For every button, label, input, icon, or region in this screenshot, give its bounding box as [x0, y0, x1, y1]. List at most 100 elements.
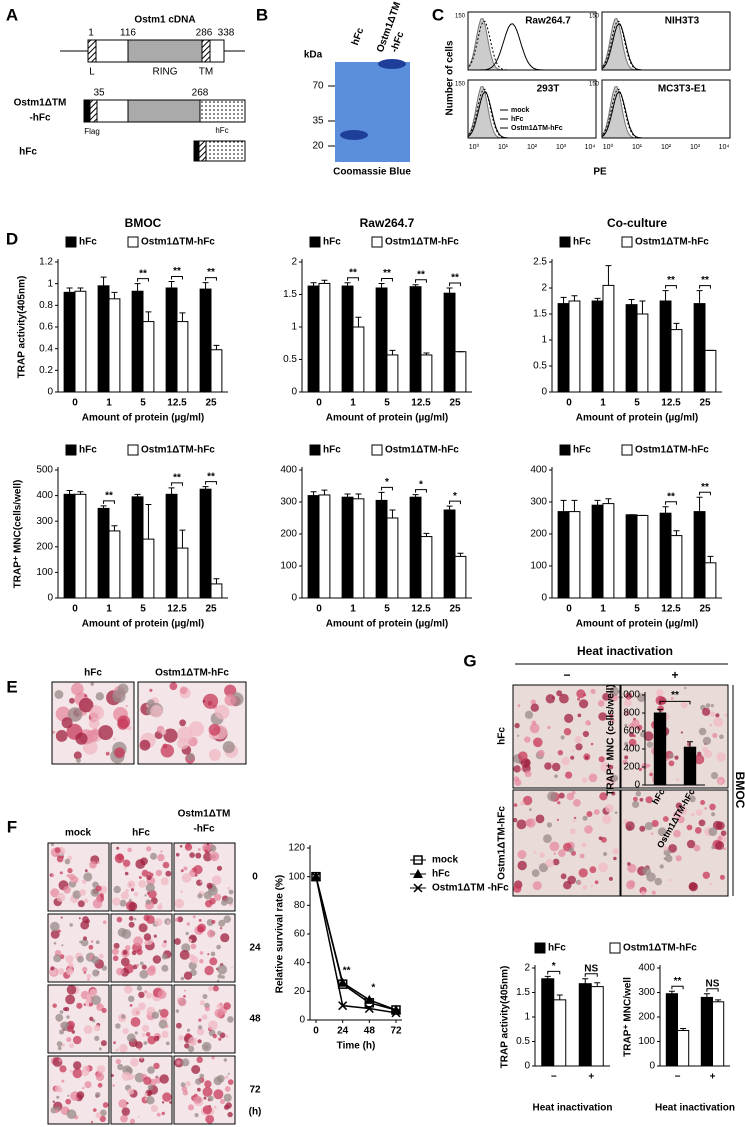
significance: ** [671, 690, 679, 701]
cell [150, 1104, 158, 1112]
cell [559, 693, 569, 704]
cell [73, 1061, 82, 1070]
cell [63, 886, 71, 894]
cell [161, 1030, 169, 1038]
cell [724, 713, 728, 717]
construct-name: -hFc [29, 113, 51, 124]
cell [146, 966, 156, 976]
cell [61, 717, 73, 729]
cell [712, 732, 718, 739]
cell [668, 844, 677, 853]
cell [156, 1112, 161, 1117]
error-bar [594, 499, 601, 506]
cell [228, 889, 234, 895]
bar [341, 285, 354, 393]
cell [180, 869, 184, 873]
cell [183, 989, 186, 992]
cell [533, 851, 537, 854]
cell [53, 954, 62, 963]
legend-label: Ostm1ΔTM-hFc [385, 445, 459, 456]
cell [52, 1100, 55, 1103]
bar [420, 536, 433, 599]
x-tick-label: 10³ [556, 144, 567, 151]
sig-bracket [699, 285, 711, 289]
significance: * [385, 477, 389, 488]
error-bar [696, 496, 703, 512]
cell [546, 822, 553, 828]
sig-bracket [699, 491, 711, 496]
cell [598, 756, 605, 763]
cell [78, 697, 94, 713]
cell [574, 736, 583, 744]
cell [83, 936, 87, 941]
cell [200, 880, 203, 883]
micrograph-frame [47, 1055, 110, 1125]
x-tick-label: 5 [384, 398, 390, 409]
cell [114, 747, 125, 759]
cell [95, 1072, 105, 1082]
cell [602, 693, 610, 701]
legend-label: hFc [323, 445, 341, 456]
cell [129, 1004, 133, 1007]
y-tick-label: 200 [623, 762, 640, 773]
cell [194, 1113, 199, 1118]
cell [533, 737, 543, 748]
bar [199, 288, 212, 393]
cell [209, 851, 220, 862]
cell [530, 703, 539, 712]
cell [209, 844, 217, 852]
cell [54, 1109, 59, 1114]
cell [141, 1033, 146, 1037]
cell [96, 860, 100, 864]
sig-bracket [449, 500, 461, 505]
cell [160, 729, 167, 735]
cell [624, 755, 629, 760]
bar [210, 583, 223, 599]
x-tick-label: 0 [566, 604, 572, 615]
error-bar [77, 491, 84, 495]
y-tick-label: 100 [36, 567, 53, 578]
cell [83, 971, 87, 974]
cell [69, 923, 73, 927]
cell [120, 891, 129, 900]
cell [655, 695, 665, 706]
cell [117, 1063, 124, 1071]
cell [163, 728, 178, 743]
cell [179, 719, 187, 727]
cell [711, 812, 716, 817]
legend-swatch [127, 236, 139, 248]
cell [76, 1002, 83, 1009]
cell [557, 750, 564, 756]
sig-bracket [171, 276, 183, 280]
cell [584, 825, 593, 834]
error-bar [412, 284, 419, 287]
cell [680, 701, 688, 709]
sig-bracket [415, 489, 427, 493]
cell [600, 762, 610, 772]
y-tick-label: 0 [299, 1015, 305, 1026]
cell [514, 779, 522, 786]
cell [84, 1081, 92, 1089]
bar [409, 496, 422, 599]
cell [138, 923, 148, 933]
cell [53, 941, 57, 945]
cell [146, 1096, 155, 1105]
cell [213, 1105, 217, 1109]
unit-label: kDa [304, 50, 323, 61]
cell [82, 966, 88, 973]
cell [199, 959, 204, 964]
y-tick-label: 200 [36, 541, 53, 552]
cell [66, 967, 74, 976]
cell [575, 743, 583, 751]
cell [94, 1035, 100, 1041]
cell [175, 852, 180, 857]
cell [138, 1047, 142, 1051]
micrograph-frame [620, 684, 729, 789]
cell [198, 918, 202, 922]
cell [145, 992, 152, 999]
error-bar [66, 287, 73, 293]
sig-bracket [449, 282, 461, 286]
cell-line: Raw264.7 [525, 16, 571, 27]
cell [603, 851, 608, 857]
